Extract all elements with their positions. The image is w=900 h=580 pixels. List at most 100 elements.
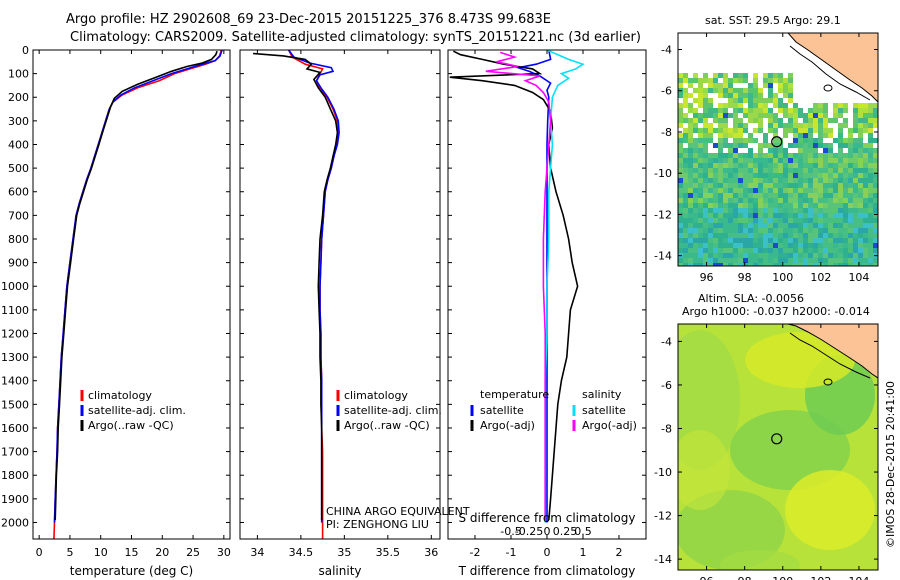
sst-cell	[708, 263, 713, 266]
sst-cell	[758, 213, 763, 218]
sst-cell	[868, 258, 873, 263]
sst-cell	[788, 83, 793, 88]
sst-cell	[808, 238, 813, 243]
temperature-x-tick-label: 20	[155, 546, 169, 559]
sst-cell	[713, 183, 718, 188]
sst-cell	[798, 213, 803, 218]
sst-cell	[843, 158, 848, 163]
sst-cell	[828, 193, 833, 198]
sst-cell	[793, 218, 798, 223]
sst-cell	[748, 98, 753, 103]
sst-cell	[873, 263, 878, 266]
sst-cell	[678, 113, 683, 118]
sst-cell	[753, 83, 758, 88]
sst-cell	[758, 238, 763, 243]
sst-cell	[838, 193, 843, 198]
sst-cell	[803, 193, 808, 198]
sst-cell	[683, 188, 688, 193]
sst-cell	[768, 258, 773, 263]
sst-cell	[703, 153, 708, 158]
sst-cell	[693, 143, 698, 148]
sst-cell	[738, 163, 743, 168]
sst-cell	[823, 108, 828, 113]
map-y-tick-label: -4	[661, 43, 672, 56]
sst-cell	[843, 263, 848, 266]
sst-cell	[703, 238, 708, 243]
sst-cell	[773, 123, 778, 128]
sst-cell	[753, 208, 758, 213]
depth-tick-label: 1000	[1, 280, 29, 293]
sst-cell	[858, 103, 863, 108]
sst-cell	[823, 253, 828, 258]
sst-cell	[823, 158, 828, 163]
sst-cell	[778, 243, 783, 248]
sst-cell	[758, 248, 763, 253]
map-x-tick-label: 104	[848, 271, 869, 284]
sst-cell	[708, 138, 713, 143]
map-y-tick-label: -10	[654, 167, 672, 180]
sst-cell	[798, 253, 803, 258]
depth-tick-label: 400	[8, 138, 29, 151]
sst-cell	[848, 258, 853, 263]
sst-cell	[803, 233, 808, 238]
sst-cell	[703, 103, 708, 108]
sst-cell	[723, 188, 728, 193]
sst-cell	[703, 88, 708, 93]
sst-cell	[693, 158, 698, 163]
sst-cell	[793, 168, 798, 173]
sst-cell	[808, 193, 813, 198]
sst-cell	[783, 233, 788, 238]
sst-cell	[693, 238, 698, 243]
sst-cell	[818, 223, 823, 228]
sst-cell	[698, 178, 703, 183]
sst-cell	[793, 188, 798, 193]
sst-cell	[713, 78, 718, 83]
sst-cell	[808, 118, 813, 123]
sst-cell	[748, 103, 753, 108]
sst-cell	[768, 113, 773, 118]
temperature-x-label: temperature (deg C)	[70, 564, 193, 578]
sst-cell	[693, 183, 698, 188]
sst-cell	[843, 168, 848, 173]
sst-cell	[713, 243, 718, 248]
sst-cell	[768, 263, 773, 266]
sst-cell	[868, 183, 873, 188]
sst-cell	[818, 208, 823, 213]
sst-cell	[823, 243, 828, 248]
sst-cell	[688, 138, 693, 143]
sst-cell	[763, 203, 768, 208]
sst-cell	[778, 98, 783, 103]
sst-cell	[838, 138, 843, 143]
top-tick-label: 0	[544, 525, 551, 538]
sst-map-frame	[677, 32, 879, 267]
sst-cell	[723, 243, 728, 248]
sst-cell	[873, 228, 878, 233]
sst-cell	[698, 168, 703, 173]
map-x-tick-label: 96	[700, 575, 714, 580]
sst-cell	[708, 178, 713, 183]
sst-cell	[778, 198, 783, 203]
sst-cell	[728, 143, 733, 148]
sst-cell	[768, 93, 773, 98]
sst-cell	[858, 198, 863, 203]
sst-cell	[703, 173, 708, 178]
sla-map-title-line2: Argo h1000: -0.037 h2000: -0.014	[682, 305, 870, 318]
sst-cell	[733, 208, 738, 213]
sst-cell	[763, 223, 768, 228]
sst-cell	[738, 123, 743, 128]
sst-cell	[713, 178, 718, 183]
sst-cell	[763, 103, 768, 108]
sst-cell	[733, 228, 738, 233]
sst-cell	[703, 263, 708, 266]
sst-cell	[713, 118, 718, 123]
sst-cell	[773, 98, 778, 103]
sst-cell	[678, 223, 683, 228]
sst-cell	[738, 138, 743, 143]
sst-cell	[748, 168, 753, 173]
sst-cell	[733, 243, 738, 248]
sst-heatmap-cells	[678, 33, 878, 266]
sst-cell	[853, 153, 858, 158]
sst-cell	[858, 113, 863, 118]
sst-cell	[823, 148, 828, 153]
sst-cell	[688, 158, 693, 163]
